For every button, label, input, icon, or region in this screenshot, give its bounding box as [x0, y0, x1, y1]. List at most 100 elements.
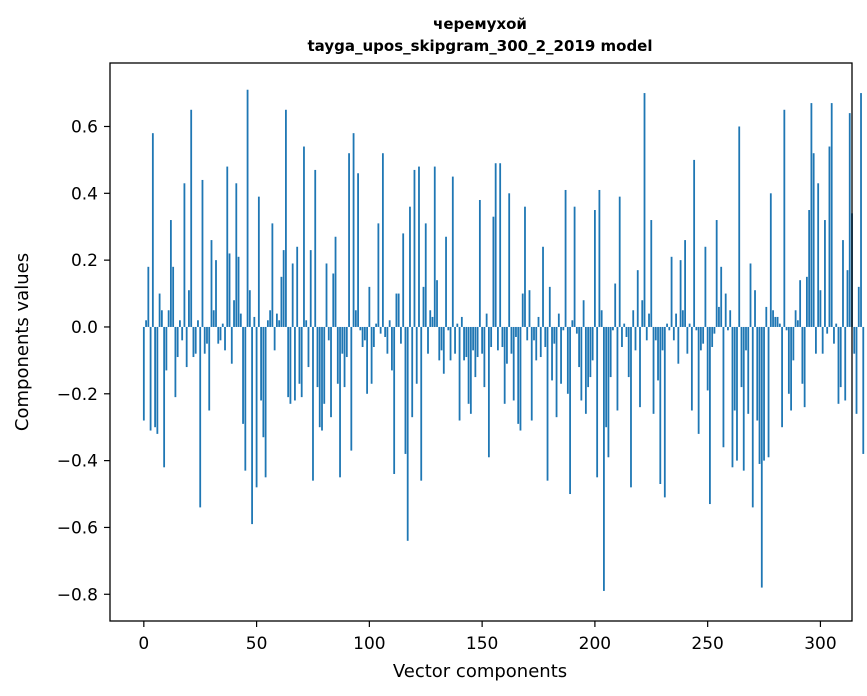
x-tick-label: 250: [691, 634, 723, 654]
bar-273: [758, 326, 761, 464]
bar-299: [817, 183, 820, 327]
bar-90: [345, 326, 348, 358]
bar-113: [397, 293, 400, 327]
bar-51: [257, 196, 260, 327]
bar-134: [445, 236, 447, 327]
bar-233: [668, 326, 671, 331]
bar-102: [372, 326, 375, 348]
bar-6: [156, 326, 159, 434]
bar-13: [172, 266, 175, 327]
bar-109: [388, 320, 391, 327]
bar-59: [275, 313, 278, 327]
bar-190: [571, 320, 574, 327]
bar-275: [763, 326, 765, 461]
bar-230: [661, 326, 664, 351]
bar-212: [621, 326, 623, 348]
bar-153: [487, 326, 490, 458]
bar-106: [381, 153, 384, 327]
bar-182: [553, 326, 556, 344]
bar-15: [176, 326, 179, 358]
bar-47: [248, 290, 251, 327]
bar-242: [688, 323, 691, 327]
bar-245: [695, 326, 698, 331]
bar-165: [515, 326, 517, 337]
bar-285: [785, 326, 788, 331]
bar-196: [584, 326, 587, 414]
bar-173: [533, 326, 535, 341]
bar-98: [363, 326, 366, 341]
bar-232: [666, 323, 668, 327]
bar-225: [650, 220, 653, 327]
bar-316: [855, 326, 858, 414]
bar-119: [411, 326, 414, 418]
bar-142: [463, 326, 465, 361]
bar-118: [409, 206, 411, 327]
bar-156: [494, 163, 497, 327]
bar-141: [460, 316, 463, 327]
bar-35: [221, 323, 224, 327]
bar-211: [618, 196, 621, 327]
bar-183: [555, 326, 558, 418]
bar-188: [566, 326, 569, 394]
bar-14: [174, 326, 177, 398]
bar-64: [287, 326, 290, 398]
bar-163: [510, 326, 513, 354]
bar-270: [751, 326, 754, 508]
bar-88: [341, 326, 344, 354]
y-tick-label: 0.4: [71, 184, 98, 204]
bar-126: [427, 326, 429, 354]
bar-3: [149, 326, 152, 431]
bar-73: [307, 326, 310, 368]
bar-246: [697, 326, 700, 434]
bar-89: [343, 326, 346, 388]
bar-207: [609, 326, 612, 378]
bar-16: [179, 320, 181, 327]
bar-223: [645, 326, 648, 341]
bar-189: [569, 326, 571, 495]
bar-213: [623, 323, 626, 327]
bar-77: [316, 326, 319, 388]
bar-313: [848, 113, 851, 327]
bar-186: [562, 326, 565, 331]
bar-240: [684, 240, 686, 327]
bar-159: [501, 326, 504, 348]
bar-167: [519, 326, 522, 431]
bar-8: [160, 310, 163, 327]
bar-95: [357, 173, 359, 327]
chart-subtitle: tayga_upos_skipgram_300_2_2019 model: [308, 37, 653, 55]
bar-260: [729, 310, 732, 327]
bar-265: [740, 326, 743, 388]
y-tick-label: 0.2: [71, 251, 98, 271]
bar-206: [607, 326, 610, 458]
bar-281: [776, 316, 779, 327]
bar-50: [255, 326, 258, 488]
bar-136: [449, 326, 452, 361]
bar-248: [702, 326, 705, 344]
bar-276: [765, 306, 768, 327]
bar-28: [206, 326, 208, 344]
bar-97: [361, 326, 364, 348]
bar-177: [542, 246, 544, 327]
bar-46: [246, 89, 249, 327]
bar-305: [830, 103, 833, 327]
bar-226: [652, 326, 655, 414]
bar-125: [424, 223, 427, 327]
bar-9: [163, 326, 166, 468]
bar-170: [526, 326, 529, 341]
bar-171: [528, 290, 531, 327]
bar-111: [393, 326, 396, 474]
bar-117: [406, 326, 409, 541]
bar-103: [375, 323, 378, 327]
bar-24: [197, 320, 199, 327]
bar-27: [203, 326, 206, 354]
bar-29: [208, 326, 211, 411]
bar-56: [269, 310, 272, 327]
bar-227: [654, 326, 657, 341]
bar-209: [614, 283, 617, 327]
y-tick-label: −0.8: [57, 585, 98, 605]
plot-frame: [109, 62, 853, 622]
bar-154: [490, 326, 493, 348]
bar-158: [499, 163, 502, 327]
bar-129: [433, 166, 436, 327]
bar-82: [327, 326, 330, 341]
